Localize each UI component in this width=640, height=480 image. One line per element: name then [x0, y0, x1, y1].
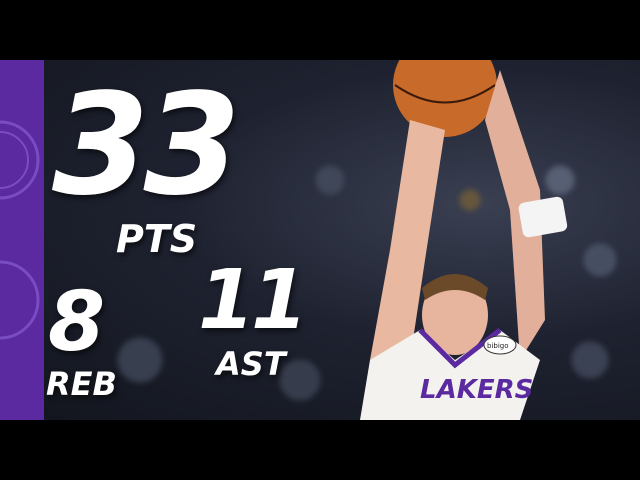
points-value: 33: [52, 64, 241, 227]
assists-value: 11: [198, 253, 308, 348]
team-color-strip: [0, 60, 44, 420]
rebounds-value: 8: [48, 275, 106, 370]
assists-label: AST: [216, 345, 286, 383]
jersey-patch-text: bibigo: [487, 342, 509, 350]
lakers-logo-icon: [0, 120, 40, 200]
rebounds-label: REB: [46, 365, 117, 403]
lakers-logo-icon: [0, 260, 40, 340]
basketball: [393, 60, 497, 137]
points-label: PTS: [116, 217, 198, 261]
player-image: LAKERS bibigo: [360, 60, 568, 420]
thumbnail-image: LAKERS bibigo 33 PTS 8 REB 11 AST: [0, 60, 640, 420]
jersey-team-text: LAKERS: [420, 375, 533, 405]
